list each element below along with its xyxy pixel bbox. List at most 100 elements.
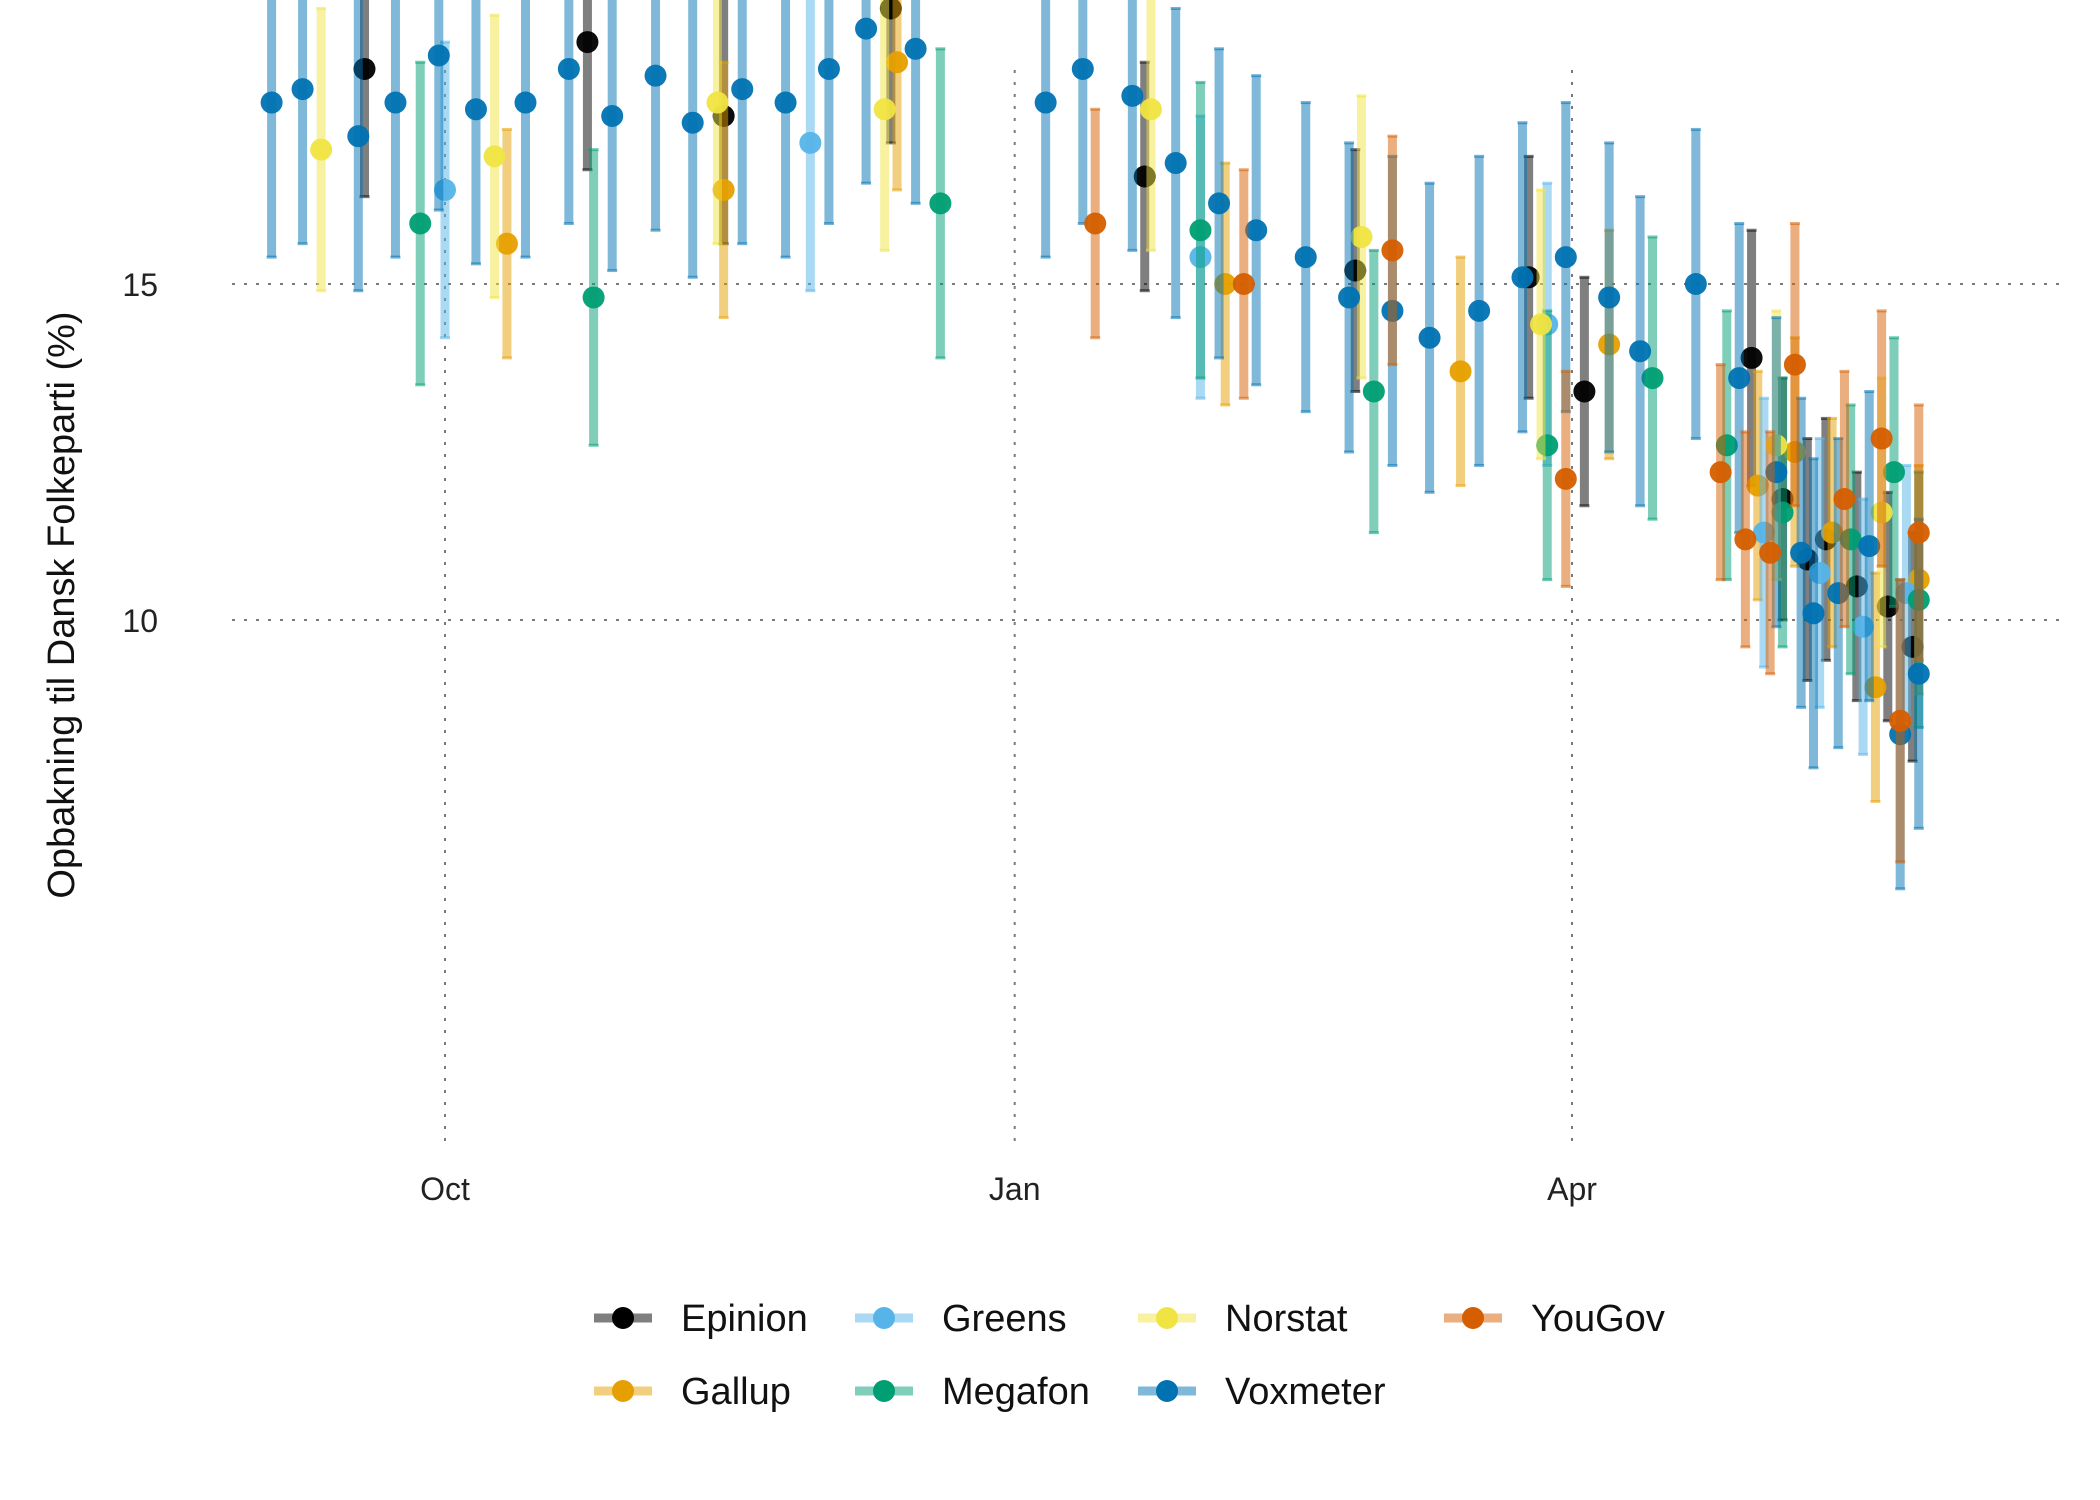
data-point <box>1245 219 1268 242</box>
data-point <box>1381 239 1404 262</box>
data-point <box>601 105 624 127</box>
data-point <box>384 91 407 114</box>
legend-label: Norstat <box>1225 1298 1348 1340</box>
data-point <box>427 44 450 67</box>
data-point <box>1573 380 1596 403</box>
data-point <box>855 17 878 40</box>
data-point <box>464 98 487 121</box>
data-point <box>1449 360 1472 383</box>
series-megafon <box>409 47 1930 730</box>
data-point <box>1468 299 1491 322</box>
series-gallup <box>495 0 1930 803</box>
data-point <box>1709 461 1732 484</box>
series-yougov <box>1084 107 1930 864</box>
data-point <box>731 78 754 101</box>
data-point <box>1084 212 1107 235</box>
legend-label: Greens <box>942 1298 1067 1340</box>
data-point <box>409 212 432 235</box>
legend-dot <box>612 1307 634 1329</box>
data-point <box>1858 535 1881 558</box>
data-point <box>774 91 797 114</box>
data-point <box>1734 528 1757 551</box>
x-tick-label: Jan <box>989 1171 1041 1207</box>
data-point <box>260 91 283 114</box>
data-point <box>1728 367 1751 390</box>
data-point <box>1338 286 1361 309</box>
data-point <box>1232 273 1255 295</box>
legend-key-megafon: Megafon <box>855 1371 1090 1413</box>
data-point <box>1740 346 1763 369</box>
data-point <box>929 192 952 215</box>
x-axis-ticks: Oct Jan Apr <box>420 1171 1597 1207</box>
y-tick-label: 15 <box>122 267 158 303</box>
legend-dot <box>1156 1380 1178 1402</box>
data-point <box>1641 367 1664 390</box>
data-point <box>1034 91 1057 114</box>
data-point <box>1121 84 1144 107</box>
legend-key-greens: Greens <box>855 1298 1067 1340</box>
data-point <box>557 57 580 80</box>
data-point <box>1883 461 1905 484</box>
data-point <box>582 286 605 309</box>
data-point <box>1889 709 1912 732</box>
legend-key-gallup: Gallup <box>594 1371 791 1413</box>
y-tick-label: 10 <box>122 603 158 639</box>
data-point <box>310 138 333 161</box>
legend-label: Voxmeter <box>1225 1371 1386 1413</box>
data-point <box>483 145 506 168</box>
data-point <box>495 232 518 255</box>
data-point <box>1164 152 1187 175</box>
legend-key-yougov: YouGov <box>1444 1298 1665 1340</box>
data-point <box>576 31 599 54</box>
data-point <box>1907 662 1930 685</box>
legend-dot <box>1462 1307 1484 1329</box>
data-point <box>1139 98 1162 121</box>
legend-label: YouGov <box>1531 1298 1665 1340</box>
data-point <box>1598 286 1621 309</box>
y-axis-ticks: 101520 <box>122 267 158 639</box>
data-point <box>1684 273 1707 295</box>
series-norstat <box>310 0 1893 649</box>
data-point <box>1554 467 1577 490</box>
data-point <box>1418 326 1441 349</box>
data-point <box>1554 246 1577 269</box>
legend-dot <box>873 1307 895 1329</box>
legend-key-voxmeter: Voxmeter <box>1138 1371 1386 1413</box>
data-point <box>799 131 822 154</box>
series-epinion <box>353 0 1924 763</box>
data-point <box>1208 192 1231 215</box>
data-point <box>1629 340 1652 363</box>
legend-label: Megafon <box>942 1371 1090 1413</box>
legend-label: Epinion <box>681 1298 808 1340</box>
legend-key-epinion: Epinion <box>594 1298 808 1340</box>
legend-dot <box>1156 1307 1178 1329</box>
data-point <box>1870 427 1893 450</box>
data-point <box>1294 246 1317 269</box>
x-tick-label: Oct <box>420 1171 470 1207</box>
data-point <box>1907 521 1930 544</box>
data-point <box>873 98 896 121</box>
legend-key-norstat: Norstat <box>1138 1298 1348 1340</box>
data-point <box>1759 541 1782 564</box>
data-point <box>291 78 314 101</box>
legend-dot <box>612 1380 634 1402</box>
data-point <box>1350 225 1373 248</box>
series-voxmeter <box>260 0 1930 891</box>
data-point <box>706 91 729 114</box>
data-point <box>1071 57 1094 80</box>
data-point <box>1833 488 1856 511</box>
data-point <box>1790 541 1813 564</box>
y-axis-title: Opbakning til Dansk Folkeparti (%) <box>41 311 83 898</box>
data-point <box>1783 353 1806 376</box>
data-point <box>1530 313 1553 336</box>
data-point <box>514 91 537 114</box>
data-point <box>1511 266 1534 289</box>
data-point <box>1362 380 1385 403</box>
data-point <box>904 37 927 60</box>
data-point <box>681 111 704 134</box>
data-point <box>1189 219 1212 242</box>
data-point <box>644 64 667 87</box>
data-point <box>886 51 909 74</box>
x-tick-label: Apr <box>1547 1171 1597 1207</box>
